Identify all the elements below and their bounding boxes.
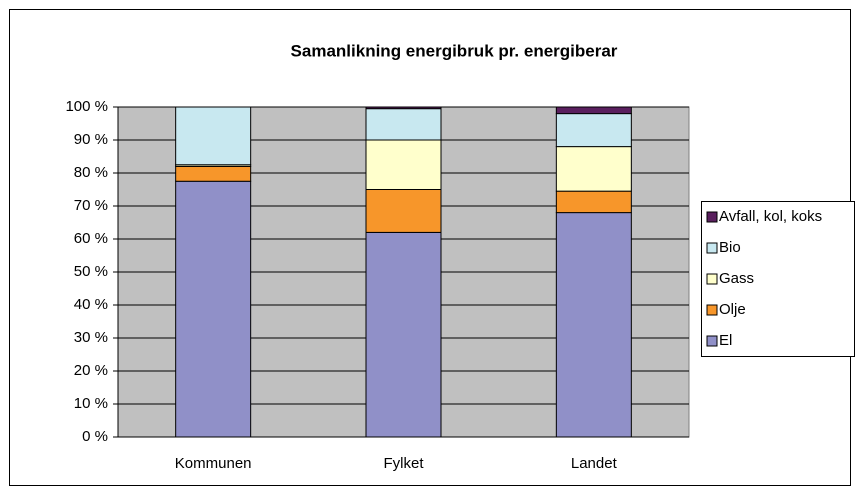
y-tick-label: 50 %	[74, 263, 108, 280]
bar-segment	[555, 146, 632, 192]
legend-swatch	[706, 335, 718, 347]
bar-segment	[365, 139, 442, 190]
bar-segment	[175, 106, 252, 166]
y-tick-label: 100 %	[65, 98, 108, 115]
y-tick-label: 70 %	[74, 197, 108, 214]
legend-swatch	[706, 242, 718, 254]
y-tick-label: 30 %	[74, 329, 108, 346]
legend-swatch	[706, 211, 718, 223]
y-tick-label: 60 %	[74, 230, 108, 247]
bar-segment	[365, 106, 442, 110]
bar-segment	[175, 165, 252, 182]
bar-segment	[555, 212, 632, 438]
x-tick-label: Kommunen	[175, 455, 252, 472]
y-tick-label: 80 %	[74, 164, 108, 181]
bar-segment	[365, 189, 442, 233]
legend	[701, 201, 855, 357]
y-tick-label: 10 %	[74, 395, 108, 412]
y-tick-label: 0 %	[82, 428, 108, 445]
legend-label: Gass	[719, 270, 754, 287]
y-tick-label: 20 %	[74, 362, 108, 379]
bar-segment	[555, 190, 632, 214]
legend-swatch	[706, 304, 718, 316]
legend-label: Avfall, kol, koks	[719, 208, 822, 225]
y-tick-label: 90 %	[74, 131, 108, 148]
legend-swatch	[706, 273, 718, 285]
x-tick-label: Fylket	[383, 455, 424, 472]
bar-segment	[175, 180, 252, 438]
legend-label: Olje	[719, 301, 746, 318]
bar-segment	[555, 113, 632, 148]
bar-segment	[555, 106, 632, 115]
x-tick-label: Landet	[571, 455, 618, 472]
chart-title: Samanlikning energibruk pr. energiberar	[291, 41, 618, 60]
y-tick-label: 40 %	[74, 296, 108, 313]
bar-segment	[365, 231, 442, 438]
legend-label: El	[719, 332, 732, 349]
bar-segment	[365, 108, 442, 141]
legend-label: Bio	[719, 239, 741, 256]
